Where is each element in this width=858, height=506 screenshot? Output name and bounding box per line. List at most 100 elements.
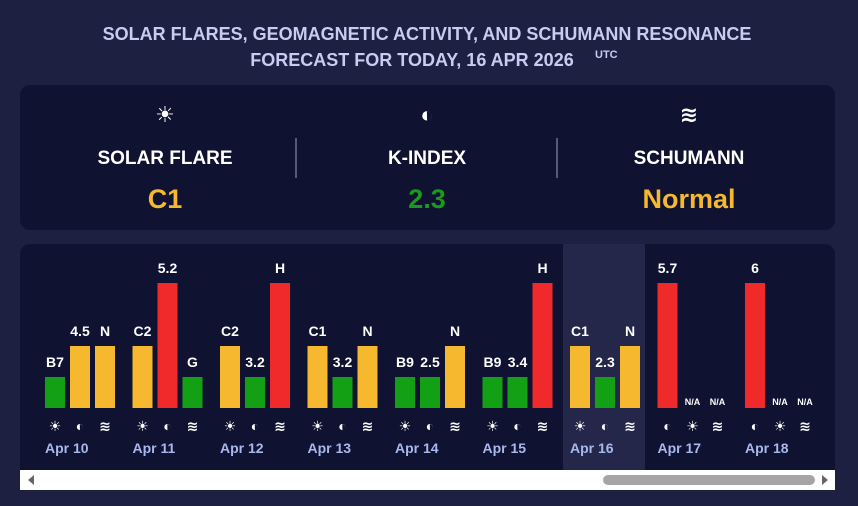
bar-label: 6 xyxy=(751,260,759,276)
bar xyxy=(45,377,65,408)
date-label: Apr 18 xyxy=(745,440,789,456)
bar-label: G xyxy=(187,354,198,370)
bar-icon: ◐ xyxy=(163,418,171,434)
date-label: Apr 10 xyxy=(45,440,89,456)
bar-icon: ◐ xyxy=(601,418,609,434)
bar-icon: ◐ xyxy=(751,418,759,434)
date-label: Apr 12 xyxy=(220,440,264,456)
bar xyxy=(532,283,553,408)
bar xyxy=(245,377,265,408)
bar-label: H xyxy=(537,260,547,276)
bar xyxy=(332,377,353,408)
date-label: Apr 14 xyxy=(395,440,439,456)
bar-label: N/A xyxy=(772,397,788,407)
bar-icon: ◐ xyxy=(76,418,84,434)
timezone: UTC xyxy=(595,49,618,61)
bar xyxy=(95,346,115,408)
bar-label: C2 xyxy=(134,323,152,339)
bar xyxy=(132,346,153,408)
scroll-left[interactable] xyxy=(28,475,34,485)
bar-icon: ◐ xyxy=(513,418,521,434)
summary-label: SOLAR FLARE xyxy=(97,148,232,169)
summary-icon: ≋ xyxy=(680,102,698,127)
bar-icon: ☀ xyxy=(399,418,412,434)
bar-label: N xyxy=(625,323,635,339)
bar-icon: ≋ xyxy=(449,418,461,434)
scroll-thumb[interactable] xyxy=(603,475,815,485)
bar-icon: ≋ xyxy=(799,418,811,434)
bar-label: C1 xyxy=(309,323,327,339)
bar-label: H xyxy=(275,260,285,276)
bar xyxy=(70,346,90,408)
bar xyxy=(595,377,615,408)
bar-label: N/A xyxy=(797,397,813,407)
bar xyxy=(157,283,178,408)
date-label: Apr 13 xyxy=(308,440,352,456)
bar-label: B9 xyxy=(484,354,502,370)
summary-label: SCHUMANN xyxy=(634,148,745,169)
bar-icon: ☀ xyxy=(49,418,62,434)
title: SOLAR FLARES, GEOMAGNETIC ACTIVITY, AND … xyxy=(103,24,752,44)
bar xyxy=(395,377,415,408)
bar-label: 5.7 xyxy=(658,260,678,276)
bar xyxy=(357,346,378,408)
bar xyxy=(307,346,328,408)
bar xyxy=(182,377,203,408)
bar-label: N xyxy=(100,323,110,339)
bar-label: N/A xyxy=(710,397,726,407)
bar-label: C1 xyxy=(571,323,589,339)
summary-value: 2.3 xyxy=(408,184,446,214)
bar-icon: ☀ xyxy=(136,418,149,434)
bar-label: 4.5 xyxy=(70,323,90,339)
bar-icon: ≋ xyxy=(712,418,724,434)
bar-label: 3.2 xyxy=(245,354,265,370)
bar xyxy=(570,346,590,408)
summary-icon: ◐ xyxy=(420,102,433,127)
bar-label: B9 xyxy=(396,354,414,370)
bar-icon: ☀ xyxy=(311,418,324,434)
bar-icon: ☀ xyxy=(574,418,587,434)
bar-icon: ☀ xyxy=(486,418,499,434)
bar-icon: ≋ xyxy=(537,418,549,434)
bar-icon: ≋ xyxy=(624,418,636,434)
bar-icon: ◐ xyxy=(251,418,259,434)
summary-value: Normal xyxy=(642,184,735,214)
bar-label: B7 xyxy=(46,354,64,370)
bar-label: C2 xyxy=(221,323,239,339)
bar-label: 3.4 xyxy=(508,354,528,370)
bar-label: N/A xyxy=(685,397,701,407)
bar xyxy=(445,346,465,408)
bar xyxy=(745,283,765,408)
bar xyxy=(507,377,528,408)
summary-panel xyxy=(20,85,835,230)
bar-label: 2.3 xyxy=(595,354,615,370)
bar-label: N xyxy=(362,323,372,339)
bar-icon: ☀ xyxy=(686,418,699,434)
date-label: Apr 16 xyxy=(570,440,614,456)
bar xyxy=(657,283,678,408)
date-label: Apr 11 xyxy=(133,440,176,456)
date-label: Apr 17 xyxy=(658,440,702,456)
bar-icon: ☀ xyxy=(224,418,237,434)
date-label: Apr 15 xyxy=(483,440,527,456)
scrollbar[interactable] xyxy=(20,470,835,490)
bar-label: 2.5 xyxy=(420,354,440,370)
scroll-right[interactable] xyxy=(822,475,828,485)
bar xyxy=(220,346,240,408)
bar-icon: ☀ xyxy=(774,418,787,434)
bar xyxy=(620,346,640,408)
bar-icon: ≋ xyxy=(99,418,111,434)
bar xyxy=(482,377,503,408)
summary-icon: ☀ xyxy=(155,102,175,127)
bar xyxy=(420,377,440,408)
bar-icon: ◐ xyxy=(663,418,671,434)
bar-icon: ≋ xyxy=(362,418,374,434)
bar xyxy=(270,283,290,408)
title: FORECAST FOR TODAY, 16 APR 2026 xyxy=(250,50,573,70)
bar-icon: ≋ xyxy=(187,418,199,434)
bar-icon: ◐ xyxy=(338,418,346,434)
summary-value: C1 xyxy=(148,184,183,214)
bar-label: N xyxy=(450,323,460,339)
bar-label: 5.2 xyxy=(158,260,178,276)
